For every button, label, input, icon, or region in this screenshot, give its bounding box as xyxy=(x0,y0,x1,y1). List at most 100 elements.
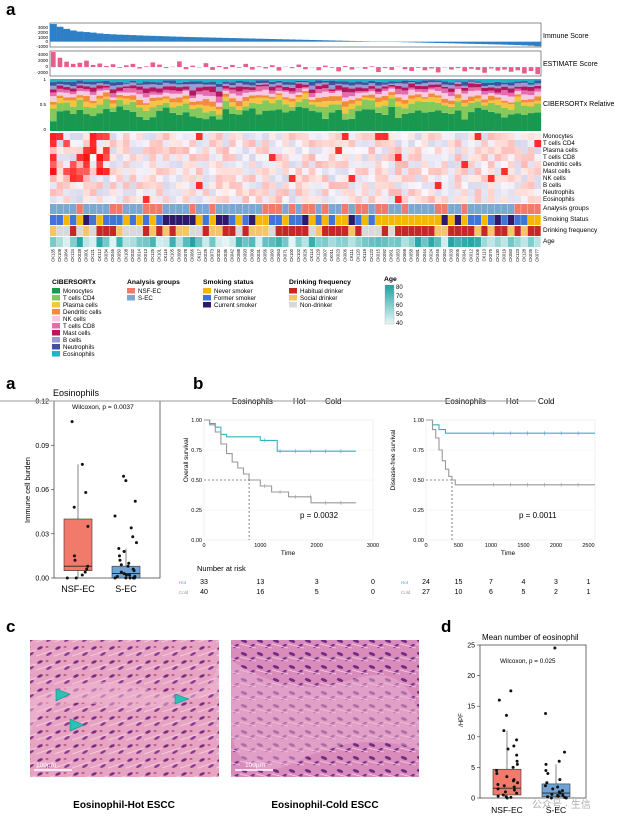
drinking-frequency-cell xyxy=(322,226,329,236)
cibersort-stack-segment xyxy=(89,79,97,82)
km-y-tick: 0.50 xyxy=(191,478,202,484)
data-point xyxy=(133,576,137,580)
drinking-frequency-cell xyxy=(328,226,336,236)
heatmap-cell xyxy=(63,189,71,196)
cibersort-stack-segment xyxy=(454,101,462,111)
heatmap-cell xyxy=(395,154,402,161)
heatmap-cell xyxy=(335,154,343,161)
heatmap-cell xyxy=(527,196,535,203)
heatmap-cell xyxy=(395,175,402,182)
age-tick-40: 40 xyxy=(396,321,403,327)
cibersort-stack-segment xyxy=(195,101,203,105)
cibersort-stack-segment xyxy=(76,85,84,89)
km-curve-cold xyxy=(426,419,595,486)
drinking-frequency-cell xyxy=(229,226,236,236)
heatmap-cell xyxy=(268,182,276,189)
age-cell xyxy=(162,237,170,247)
heatmap-cell xyxy=(308,133,316,140)
cibersort-stack-segment xyxy=(341,97,349,102)
cibersort-stack-segment xyxy=(149,117,157,131)
cibersort-stack-segment xyxy=(388,86,396,89)
cibersort-stack-segment xyxy=(288,101,296,107)
analysis-group-cell xyxy=(348,204,355,214)
heatmap-cell xyxy=(507,196,515,203)
cibersort-stack-segment xyxy=(474,79,482,82)
drinking-frequency-cell xyxy=(428,226,435,236)
cibersort-stack-segment xyxy=(361,95,369,98)
sample-id: CK023 xyxy=(336,248,341,261)
cibersort-stack-segment xyxy=(229,113,236,131)
heatmap-cell xyxy=(507,175,515,182)
heatmap-cell xyxy=(428,168,435,175)
heatmap-cell xyxy=(176,168,183,175)
heatmap-cell xyxy=(149,133,157,140)
cibersort-stack-segment xyxy=(322,107,329,119)
age-cell xyxy=(63,237,70,247)
legend-smoking-title: Smoking status xyxy=(203,279,254,286)
cibersort-stack-segment xyxy=(434,84,442,88)
heatmap-cell xyxy=(109,161,117,168)
estimate-score-bar xyxy=(382,67,388,69)
heatmap-cell xyxy=(348,147,356,154)
heatmap-cell xyxy=(103,154,110,161)
heatmap-cell xyxy=(322,133,329,140)
heatmap-cell xyxy=(215,133,223,140)
heatmap-cell xyxy=(507,147,515,154)
data-point xyxy=(558,778,562,782)
cibersort-stack-segment xyxy=(89,103,97,108)
heatmap-cell xyxy=(468,182,475,189)
heatmap-cell xyxy=(534,175,542,182)
cibersort-stack-segment xyxy=(514,79,522,82)
immune-score-bar xyxy=(468,41,475,44)
heatmap-cell xyxy=(341,147,349,154)
smoking-status-cell xyxy=(534,215,541,225)
analysis-group-cell xyxy=(255,204,263,214)
smoking-status-cell xyxy=(275,215,282,225)
heatmap-cell xyxy=(235,140,243,147)
histology-cold-caption: Eosinophil-Cold ESCC xyxy=(271,800,378,811)
cibersort-stack-segment xyxy=(56,111,64,131)
cibersort-stack-segment xyxy=(83,96,90,102)
heatmap-cell xyxy=(355,189,363,196)
heatmap-cell xyxy=(288,161,296,168)
heatmap-cell xyxy=(501,133,508,140)
heatmap-cell xyxy=(414,196,422,203)
cibersort-stack-segment xyxy=(96,113,104,131)
drinking-frequency-cell xyxy=(501,226,508,236)
estimate-score-bar xyxy=(190,65,195,68)
age-cell xyxy=(414,237,422,247)
cibersort-stack-segment xyxy=(295,79,303,81)
heatmap-cell xyxy=(242,161,250,168)
data-point xyxy=(495,772,499,776)
heatmap-cell xyxy=(527,154,535,161)
cibersort-stack-segment xyxy=(282,99,290,105)
heatmap-cell xyxy=(149,168,157,175)
smoking-status-cell xyxy=(209,215,216,225)
cibersort-stack-segment xyxy=(268,110,276,131)
data-point xyxy=(561,793,565,797)
data-point xyxy=(512,785,516,789)
heatmap-cell xyxy=(63,182,71,189)
heatmap-cell xyxy=(355,147,363,154)
cibersort-stack-segment xyxy=(408,82,416,84)
heatmap-cell xyxy=(527,182,535,189)
cibersort-stack-segment xyxy=(169,90,177,94)
cibersort-stack-segment xyxy=(182,112,190,131)
cibersort-stack-segment xyxy=(441,105,449,113)
smoking-status-cell xyxy=(527,215,535,225)
data-point xyxy=(551,787,555,791)
data-point xyxy=(119,570,123,574)
smoking-status-cell xyxy=(335,215,342,225)
heatmap-cell xyxy=(395,189,402,196)
heatmap-cell xyxy=(249,161,256,168)
heatmap-cell xyxy=(202,140,210,147)
heatmap-cell xyxy=(136,182,144,189)
heatmap-cell xyxy=(474,168,482,175)
drinking-frequency-cell xyxy=(56,226,63,236)
cibersort-stack-segment xyxy=(494,88,502,93)
box-d-ylabel: /HPF xyxy=(459,713,465,727)
cibersort-stack-segment xyxy=(288,106,296,111)
cibersort-stack-segment xyxy=(50,96,57,102)
heatmap-cell xyxy=(189,133,197,140)
risk-count-hot: 3 xyxy=(315,579,319,586)
